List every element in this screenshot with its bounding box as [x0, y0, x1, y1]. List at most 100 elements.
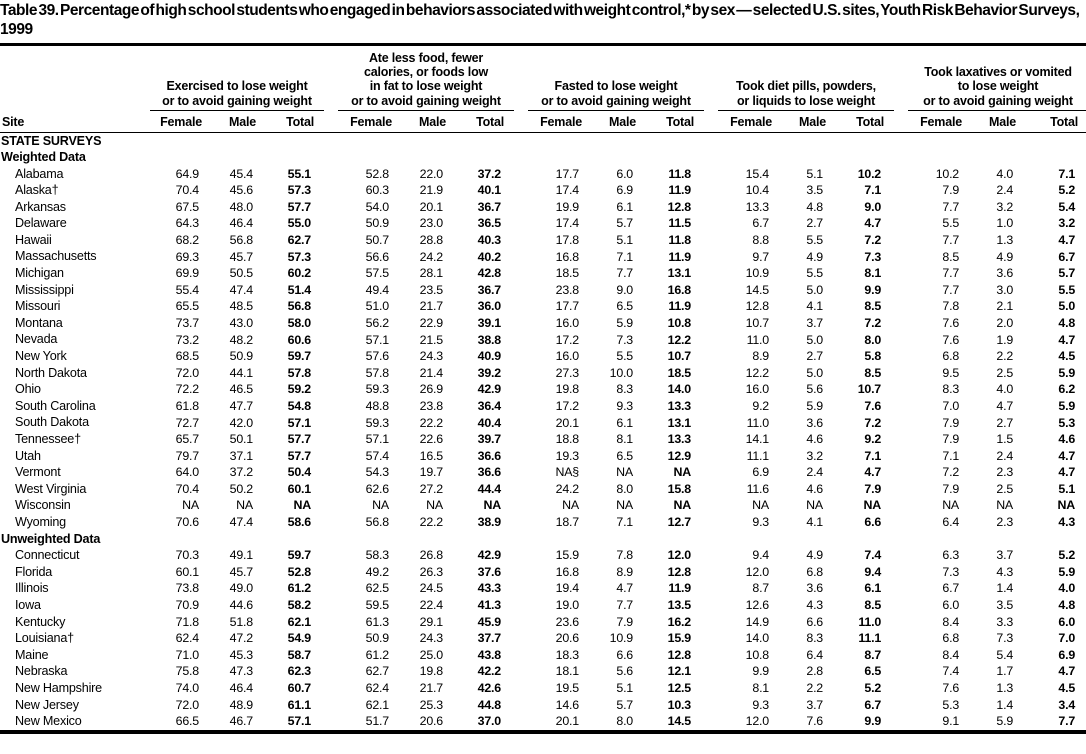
- value-cell: 43.8: [477, 647, 502, 662]
- column-gap: [514, 697, 528, 714]
- value-cell: 12.0: [667, 548, 692, 563]
- value-cell: 17.2: [555, 398, 580, 413]
- column-gap: [514, 547, 528, 564]
- value-cell: 14.0: [667, 382, 692, 397]
- value-cell: 26.3: [419, 564, 444, 579]
- value-cell: 36.6: [477, 448, 502, 463]
- value-cell: 54.9: [287, 631, 312, 646]
- value-cell: 11.6: [746, 481, 770, 496]
- table-row: Delaware 64.3 46.4 55.0 50.9 23.0 36.5 17.4 5.7 1…: [0, 215, 1086, 232]
- table-row: Vermont 64.0 37.2 50.4 54.3 19.7 36.6 NA§ NA NA 6.…: [0, 464, 1086, 481]
- value-cell: 45.7: [229, 564, 254, 579]
- value-cell: 7.9: [864, 481, 882, 496]
- value-cell: 18.7: [555, 515, 580, 530]
- value-cell: 9.3: [752, 697, 769, 712]
- column-gap: [324, 298, 338, 315]
- value-cell: 17.8: [555, 232, 580, 247]
- value-cell: 18.8: [555, 432, 580, 447]
- value-cell: 8.5: [864, 598, 882, 613]
- table-row: Connecticut 70.3 49.1 59.7 58.3 26.8 42.9 15.9 7…: [0, 547, 1086, 564]
- site-column-header: Site: [0, 110, 150, 133]
- value-cell: 42.6: [477, 681, 502, 695]
- value-cell: 79.7: [175, 448, 200, 463]
- value-cell: 52.8: [365, 166, 390, 181]
- value-cell: 9.3: [616, 398, 633, 413]
- value-cell: 1.3: [996, 681, 1014, 695]
- table-row: Ohio 72.2 46.5 59.2 59.3 26.9 42.9 19.8 8.3 14.0 1…: [0, 381, 1086, 398]
- value-cell: 12.6: [745, 598, 770, 613]
- value-cell: 17.4: [555, 216, 580, 231]
- value-cell: 8.5: [864, 365, 882, 380]
- value-cell: 2.4: [996, 448, 1014, 463]
- value-cell: 2.3: [996, 465, 1014, 480]
- value-cell: 38.9: [477, 515, 502, 530]
- column-gap: [704, 248, 718, 265]
- value-cell: 49.2: [365, 564, 390, 579]
- value-cell: 37.1: [229, 448, 254, 463]
- value-cell: 7.1: [942, 448, 960, 463]
- column-gap: [894, 448, 908, 465]
- value-cell: 43.0: [229, 315, 254, 330]
- table-row: Massachusetts 69.3 45.7 57.3 56.6 24.2 40.2 16.…: [0, 248, 1086, 265]
- column-gap: [704, 315, 718, 332]
- table-title: Table 39. Percentage of high school stud…: [0, 2, 1080, 38]
- value-cell: 2.2: [996, 349, 1014, 364]
- value-cell: 57.5: [365, 266, 390, 281]
- column-gap: [514, 365, 528, 382]
- value-cell: 5.5: [806, 232, 823, 247]
- value-cell: 45.9: [477, 614, 502, 629]
- value-cell: 51.8: [229, 614, 254, 629]
- section-label: Unweighted Data: [1, 531, 101, 546]
- column-gap: [324, 51, 338, 111]
- value-cell: 11.0: [746, 332, 770, 347]
- value-cell: 45.7: [229, 249, 254, 264]
- table-row: Illinois 73.8 49.0 61.2 62.5 24.5 43.3 19.4 4.7 1…: [0, 580, 1086, 597]
- column-gap: [894, 365, 908, 382]
- value-cell: 54.3: [365, 465, 390, 480]
- column-gap: [894, 51, 908, 111]
- value-cell: 1.3: [996, 232, 1014, 247]
- value-cell: 7.9: [616, 614, 633, 629]
- value-cell: 6.8: [942, 631, 960, 646]
- column-gap: [704, 199, 718, 216]
- site-cell: Arkansas: [15, 199, 66, 214]
- value-cell: 5.1: [616, 681, 633, 695]
- subheader-female: Female: [718, 110, 782, 133]
- value-cell: 22.2: [419, 415, 444, 430]
- value-cell: 4.3: [996, 564, 1014, 579]
- value-cell: 7.2: [864, 232, 882, 247]
- table-row: Tennessee† 65.7 50.1 57.7 57.1 22.6 39.7 18.8 8.…: [0, 431, 1086, 448]
- value-cell: NA: [863, 498, 882, 513]
- value-cell: 46.4: [229, 216, 254, 231]
- value-cell: NA§: [555, 465, 579, 480]
- value-cell: 51.7: [365, 714, 390, 729]
- value-cell: 50.1: [229, 432, 254, 447]
- column-gap: [704, 614, 718, 631]
- value-cell: 57.1: [365, 332, 390, 347]
- value-cell: 12.2: [745, 365, 770, 380]
- value-cell: 4.9: [996, 249, 1014, 264]
- value-cell: 10.7: [857, 382, 882, 397]
- table-row: West Virginia 70.4 50.2 60.1 62.6 27.2 44.4 24.…: [0, 481, 1086, 498]
- value-cell: 55.4: [175, 282, 200, 297]
- table-row: Florida 60.1 45.7 52.8 49.2 26.3 37.6 16.8 8.9 12…: [0, 564, 1086, 581]
- value-cell: 2.4: [996, 183, 1014, 198]
- value-cell: 38.8: [477, 332, 502, 347]
- value-cell: 26.8: [419, 548, 444, 563]
- table-row: New Hampshire 74.0 46.4 60.7 62.4 21.7 42.6 19.…: [0, 680, 1086, 697]
- value-cell: 37.0: [477, 714, 502, 729]
- value-cell: NA: [752, 498, 769, 513]
- column-gap: [514, 166, 528, 183]
- column-gap: [704, 663, 718, 680]
- value-cell: NA: [236, 498, 253, 513]
- column-gap: [324, 713, 338, 730]
- site-cell: Iowa: [15, 597, 41, 612]
- value-cell: 10.8: [667, 315, 692, 330]
- subheader-female: Female: [908, 110, 973, 133]
- column-gap: [704, 580, 718, 597]
- table-row: Kentucky 71.8 51.8 62.1 61.3 29.1 45.9 23.6 7.9 1…: [0, 614, 1086, 631]
- value-cell: 5.9: [1058, 398, 1076, 413]
- value-cell: 8.8: [752, 232, 769, 247]
- value-cell: 13.3: [745, 199, 770, 214]
- value-cell: 6.1: [616, 415, 633, 430]
